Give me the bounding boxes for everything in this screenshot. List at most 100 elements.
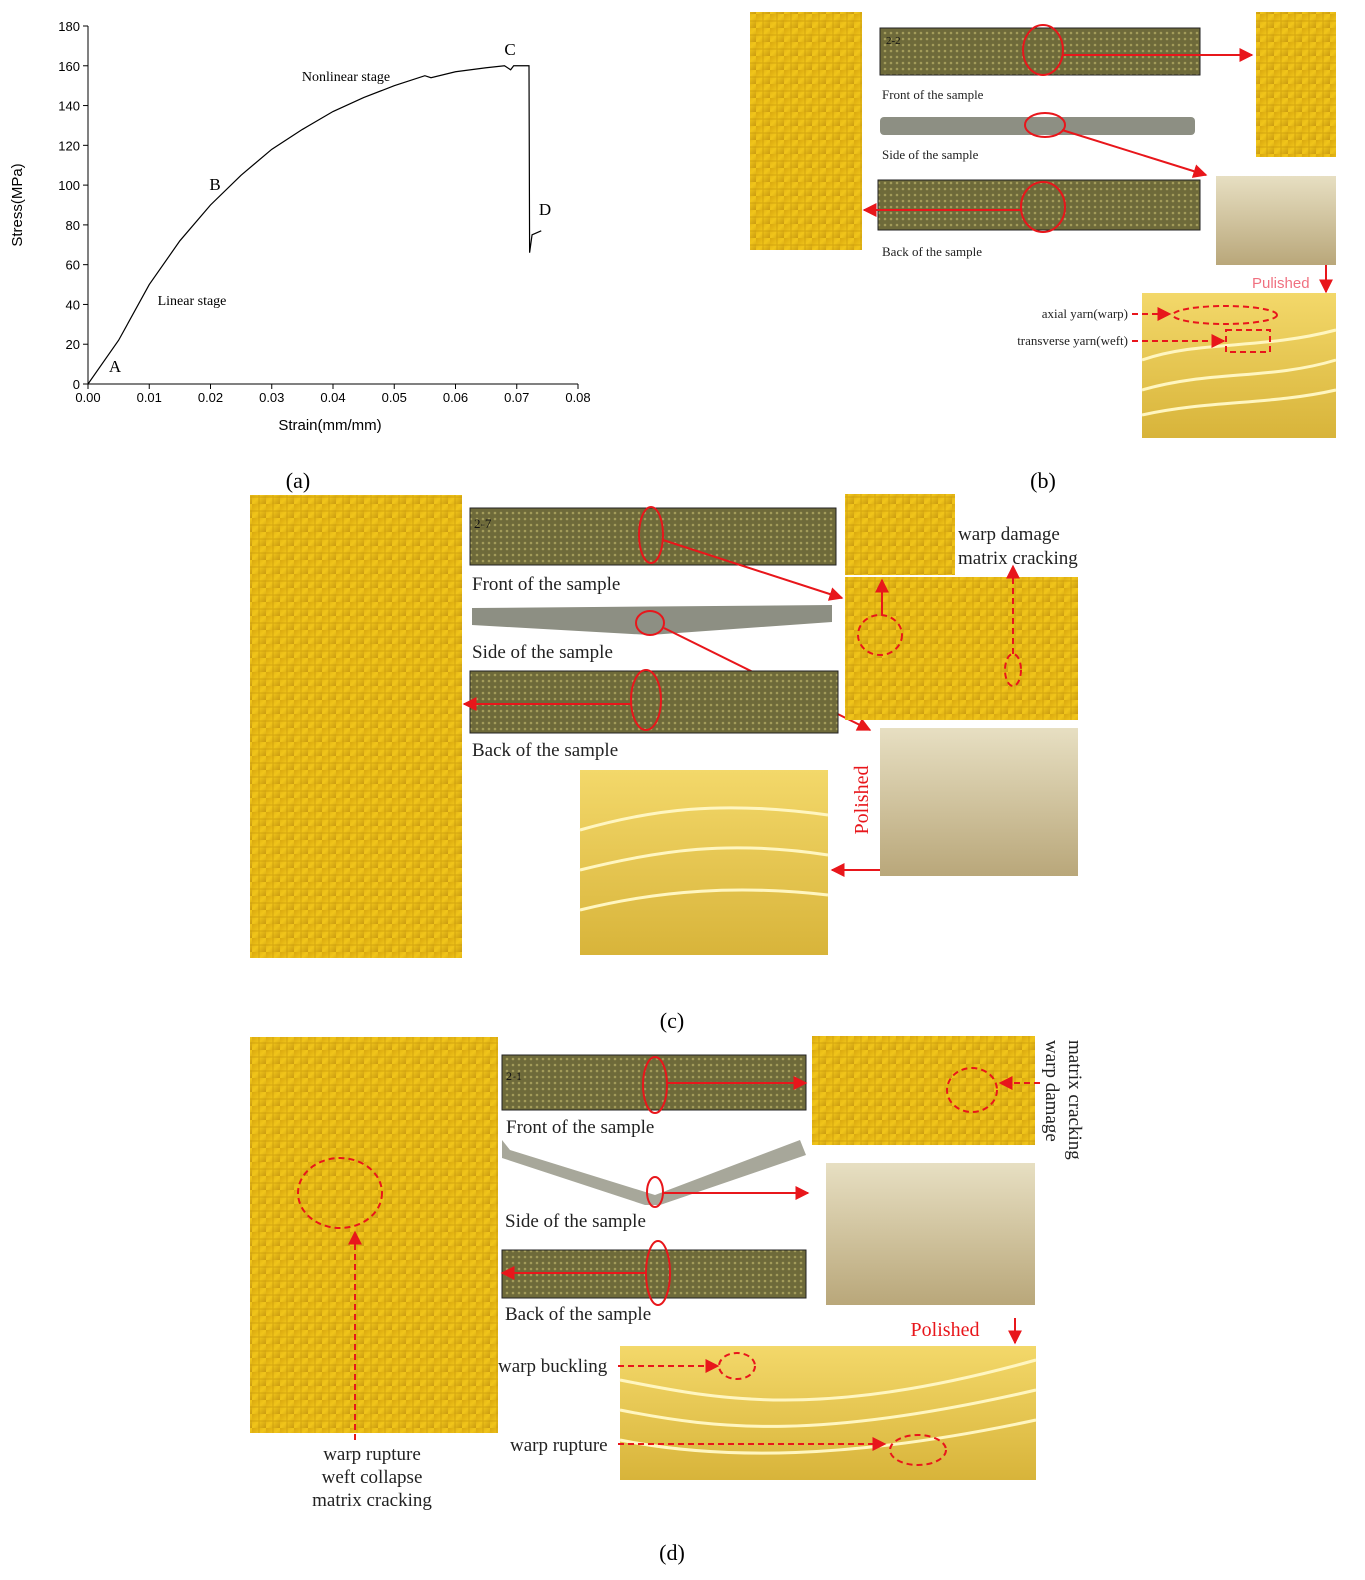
failure-label: weft collapse (322, 1467, 423, 1488)
line-series (87, 65, 542, 385)
sample-id: 2-2 (886, 35, 901, 47)
x-tick-label: 0.08 (565, 390, 590, 405)
view-label: Back of the sample (882, 244, 982, 259)
panel-label: (a) (286, 468, 310, 493)
view-label: Front of the sample (882, 87, 984, 102)
photo (845, 494, 955, 575)
x-tick-label: 0.07 (504, 390, 529, 405)
y-tick-label: 160 (58, 59, 80, 74)
x-tick-label: 0.04 (320, 390, 345, 405)
sample-side (880, 117, 1195, 135)
sample-id: 2-1 (506, 1069, 522, 1083)
damage-label: matrix cracking (958, 548, 1078, 569)
highlight (1172, 305, 1278, 325)
view-label: Back of the sample (505, 1304, 651, 1325)
panel-label: (d) (659, 1540, 685, 1565)
sample-front (879, 27, 1201, 76)
y-tick-label: 140 (58, 99, 80, 114)
yarn (579, 806, 829, 912)
yarn (1141, 328, 1337, 417)
arrow (662, 539, 844, 601)
view-label: Side of the sample (472, 642, 613, 663)
view-label: Front of the sample (472, 574, 620, 595)
photo (750, 12, 862, 250)
polish-note: Polished (911, 1319, 980, 1341)
y-tick-label: 20 (66, 337, 80, 352)
y-tick-label: 100 (58, 178, 80, 193)
x-axis-label: Strain(mm/mm) (278, 417, 381, 434)
highlight (642, 1056, 668, 1114)
polish-note: Pulished (1252, 275, 1310, 292)
highlight (889, 1434, 947, 1466)
arrow (1061, 129, 1208, 178)
yarn (619, 1358, 1037, 1455)
photo (620, 1346, 1036, 1480)
photo (826, 1163, 1035, 1305)
y-axis-label: Stress(MPa) (9, 163, 26, 246)
panel-label: (c) (660, 1008, 684, 1033)
y-tick-label: 80 (66, 218, 80, 233)
highlight (946, 1067, 998, 1113)
sample-back (469, 670, 839, 734)
annotation: Linear stage (158, 294, 227, 309)
sample-side (502, 1140, 806, 1205)
photo (250, 1037, 498, 1433)
view-label: Front of the sample (506, 1117, 654, 1138)
sample-back (877, 179, 1201, 231)
stress-strain-chart: Strain(mm/mm) Stress(MPa) 0.00 0.01 0.02 0.… (9, 19, 591, 434)
panel-label: (b) (1030, 468, 1056, 493)
x-tick-label: 0.05 (382, 390, 407, 405)
panel-c: 2-7 Front of the sample Side of the samp… (250, 494, 1078, 958)
photo (580, 770, 828, 955)
highlight (635, 610, 665, 636)
sample-front (469, 507, 837, 566)
view-label: Side of the sample (882, 147, 979, 162)
highlight (1004, 653, 1022, 687)
sample-side (472, 605, 832, 635)
sample-id: 2-7 (474, 516, 492, 531)
highlight (638, 506, 664, 564)
y-tick-label: 60 (66, 258, 80, 273)
annotation: A (109, 357, 122, 376)
x-tick-label: 0.02 (198, 390, 223, 405)
panel-b: 2-2 Front of the sample Side of the samp… (750, 12, 1337, 438)
damage-label: warp damage (958, 524, 1060, 545)
failure-label: warp rupture (323, 1444, 421, 1465)
annotation: D (539, 200, 551, 219)
highlight (297, 1157, 383, 1229)
photo (1142, 293, 1336, 438)
x-tick-label: 0.06 (443, 390, 468, 405)
failure-label: matrix cracking (312, 1490, 432, 1511)
callout: warp rupture (510, 1435, 608, 1456)
highlight (1024, 112, 1066, 138)
callout: transverse yarn(weft) (1017, 333, 1128, 348)
polish-note: Polished (851, 766, 873, 835)
y-tick-label: 0 (73, 377, 80, 392)
y-tick-label: 180 (58, 19, 80, 34)
y-tick-label: 120 (58, 138, 80, 153)
highlight (1020, 181, 1066, 233)
x-tick-label: 0.00 (75, 390, 100, 405)
photo (845, 577, 1078, 720)
photo (812, 1036, 1035, 1145)
annotation: C (504, 40, 515, 59)
view-label: Back of the sample (472, 740, 618, 761)
damage-label: warp damage (1041, 1040, 1062, 1142)
panel-d: 2-1 Front of the sample Side of the samp… (250, 1036, 1085, 1511)
x-tick-label: 0.03 (259, 390, 284, 405)
highlight (1225, 329, 1271, 353)
annotation: B (209, 175, 220, 194)
photo (1216, 176, 1336, 265)
callout: warp buckling (498, 1356, 608, 1377)
highlight (718, 1352, 756, 1380)
highlight (1022, 24, 1064, 76)
photo (250, 495, 462, 958)
highlight (857, 614, 903, 656)
photo (1256, 12, 1336, 157)
photo (880, 728, 1078, 876)
x-tick-label: 0.01 (137, 390, 162, 405)
view-label: Side of the sample (505, 1211, 646, 1232)
y-tick-label: 40 (66, 297, 80, 312)
highlight (630, 669, 662, 731)
